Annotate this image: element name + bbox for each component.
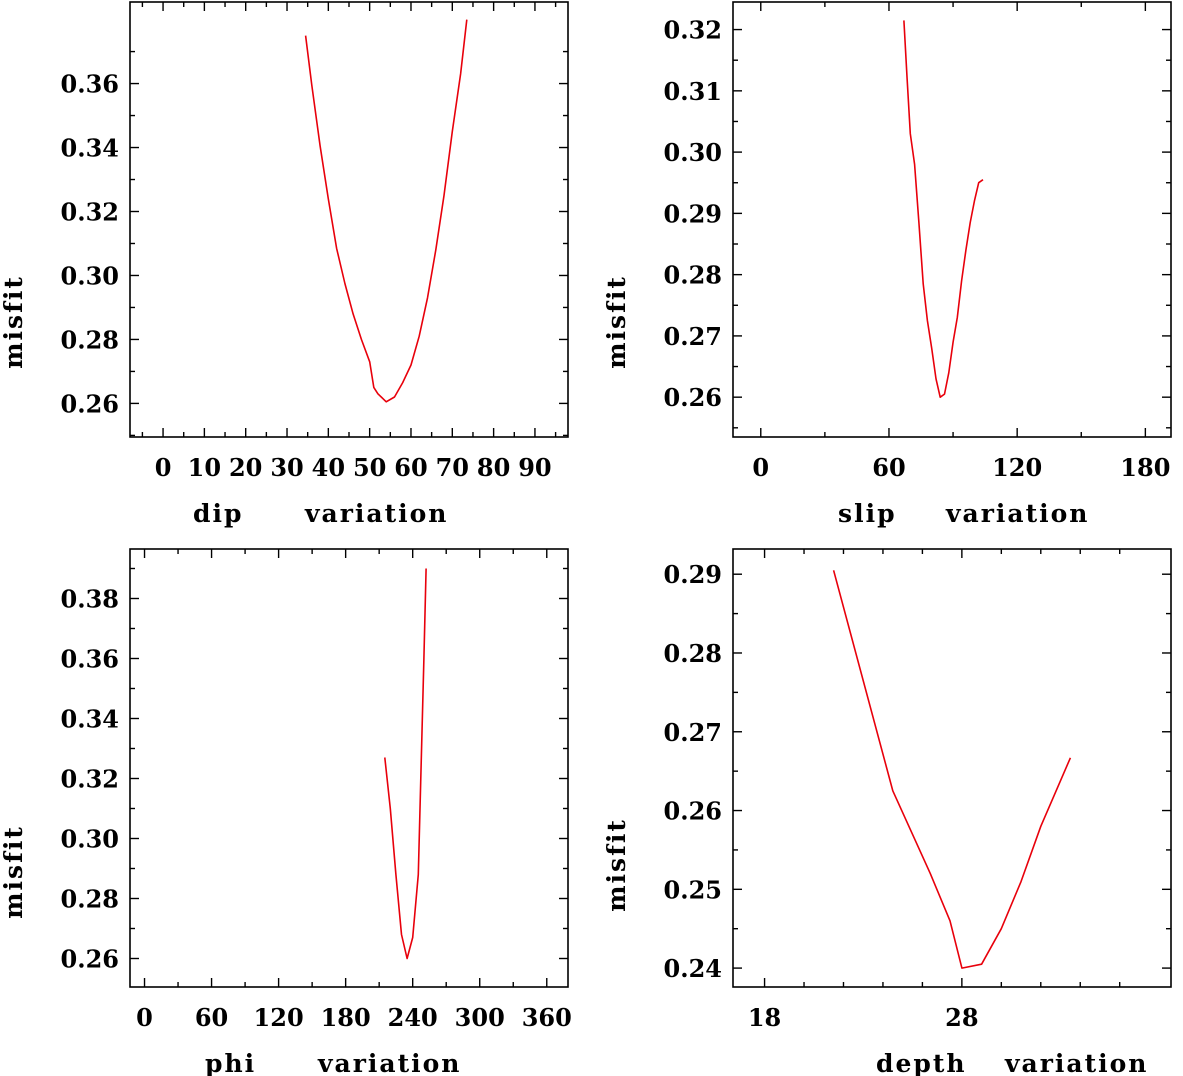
slip-y-tick-label: 0.32 [664, 16, 722, 45]
phi-plot-frame [129, 548, 569, 988]
slip-x-tick-label: 120 [992, 453, 1042, 482]
depth-plot-frame [732, 548, 1172, 988]
slip-y-axis-title: misfit [602, 275, 631, 369]
phi-y-tick-label: 0.38 [61, 585, 119, 614]
panel-phi: 0 60 120 180 240 300 360 0.26 0.28 0.30 0.32 0.34 0.… [0, 548, 572, 1076]
depth-y-tick-label: 0.28 [664, 639, 722, 668]
phi-y-axis-title: misfit [0, 825, 28, 919]
dip-x-tick-label: 10 [188, 453, 221, 482]
depth-y-tick-label: 0.26 [664, 797, 722, 826]
slip-x-tick-label: 0 [752, 453, 769, 482]
slip-misfit-curve [903, 20, 984, 399]
phi-misfit-curve [384, 568, 427, 960]
depth-misfit-curve [832, 570, 1072, 969]
depth-y-axis-title: misfit [602, 818, 631, 912]
phi-x-axis-title-1: variation [317, 1049, 462, 1076]
depth-x-axis-title-1: variation [1004, 1049, 1149, 1076]
slip-y-tick-label: 0.27 [664, 322, 722, 351]
depth-y-tick-label: 0.29 [664, 560, 722, 589]
phi-x-tick-label: 240 [388, 1003, 438, 1032]
slip-x-axis-title-1: variation [945, 499, 1090, 528]
slip-y-tick-label: 0.30 [664, 138, 722, 167]
phi-y-tick-label: 0.32 [61, 765, 119, 794]
panel-slip: 0 60 120 180 0.26 0.27 0.28 0.29 0.30 0.31 0.32 sli… [602, 1, 1172, 528]
phi-y-tick-label: 0.26 [61, 945, 119, 974]
slip-y-tick-label: 0.26 [664, 383, 722, 412]
dip-misfit-curve [304, 19, 468, 403]
slip-y-tick-label: 0.29 [664, 199, 722, 228]
depth-x-tick-label: 18 [748, 1003, 781, 1032]
dip-x-tick-label: 0 [155, 453, 172, 482]
dip-y-tick-label: 0.32 [61, 198, 119, 227]
dip-x-tick-label: 30 [270, 453, 303, 482]
dip-x-tick-label: 20 [229, 453, 262, 482]
dip-x-tick-label: 60 [394, 453, 427, 482]
phi-x-tick-label: 60 [195, 1003, 228, 1032]
depth-x-axis-title-0: depth [876, 1049, 967, 1076]
dip-y-tick-label: 0.28 [61, 325, 119, 354]
dip-y-axis-title: misfit [0, 275, 28, 369]
phi-x-tick-label: 360 [522, 1003, 572, 1032]
depth-y-tick-label: 0.24 [664, 954, 722, 983]
dip-x-tick-label: 40 [312, 453, 345, 482]
slip-y-tick-label: 0.28 [664, 261, 722, 290]
phi-x-tick-label: 120 [254, 1003, 304, 1032]
phi-y-tick-label: 0.30 [61, 825, 119, 854]
depth-y-tick-label: 0.25 [664, 875, 722, 904]
dip-y-tick-label: 0.34 [61, 134, 119, 163]
slip-x-tick-label: 180 [1120, 453, 1170, 482]
slip-plot-frame [732, 1, 1172, 438]
dip-x-tick-label: 90 [518, 453, 551, 482]
phi-x-tick-label: 0 [136, 1003, 153, 1032]
depth-x-tick-label: 28 [945, 1003, 978, 1032]
slip-y-tick-label: 0.31 [664, 77, 722, 106]
phi-x-axis-title-0: phi [205, 1049, 256, 1076]
phi-y-tick-label: 0.36 [61, 645, 119, 674]
slip-x-axis-title-0: slip [838, 499, 897, 528]
dip-x-tick-label: 70 [436, 453, 469, 482]
panel-dip: 0 10 20 30 40 50 60 70 80 90 0.26 0.28 0.30 0.32 0.34 0… [0, 1, 569, 528]
dip-y-tick-label: 0.26 [61, 389, 119, 418]
dip-x-tick-label: 50 [353, 453, 386, 482]
dip-plot-frame [129, 1, 569, 438]
depth-y-tick-label: 0.27 [664, 718, 722, 747]
phi-x-tick-label: 180 [321, 1003, 371, 1032]
dip-y-tick-label: 0.30 [61, 261, 119, 290]
dip-x-axis-title-1: variation [304, 499, 449, 528]
slip-x-tick-label: 60 [872, 453, 905, 482]
phi-y-tick-label: 0.34 [61, 705, 119, 734]
phi-y-tick-label: 0.28 [61, 885, 119, 914]
dip-y-tick-label: 0.36 [61, 70, 119, 99]
dip-x-axis-title-0: dip [193, 499, 243, 528]
phi-x-tick-label: 300 [455, 1003, 505, 1032]
dip-x-tick-label: 80 [477, 453, 510, 482]
panel-depth: 18 28 0.24 0.25 0.26 0.27 0.28 0.29 depth variati… [602, 548, 1172, 1076]
